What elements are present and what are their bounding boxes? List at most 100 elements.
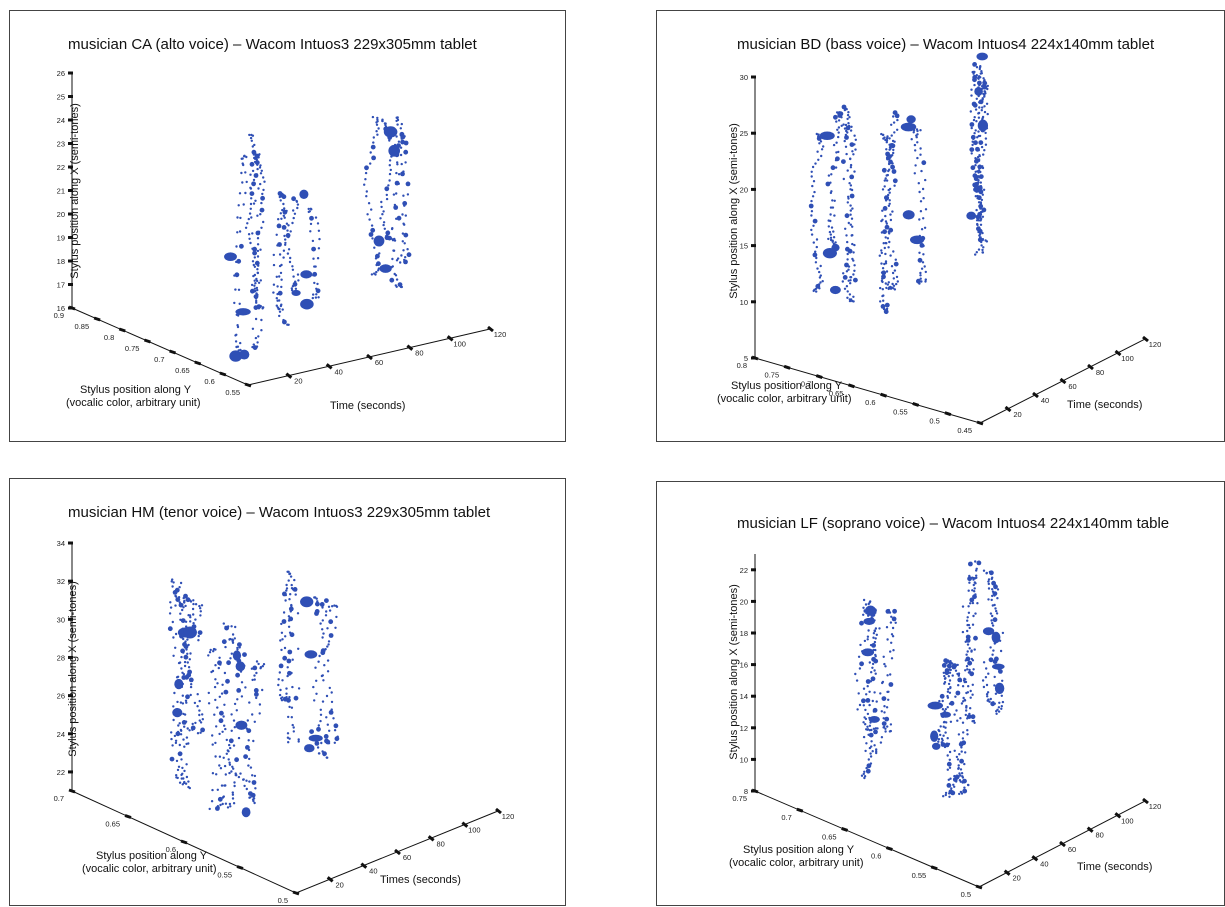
data-point [916,278,921,284]
y-tick-mark [180,839,188,845]
data-point [840,124,843,128]
data-point [254,317,258,321]
data-point [253,279,256,282]
data-point [920,169,923,173]
data-point [975,567,978,570]
data-point [814,261,818,264]
data-point [833,114,838,120]
data-point [212,647,216,651]
x-axis-label: Time (seconds) [1067,399,1142,411]
data-point [214,698,217,702]
y-tick-label: 0.6 [865,398,875,407]
data-point [373,246,376,249]
data-point [262,306,265,309]
data-point [810,228,813,232]
data-point [835,156,840,162]
data-point [914,149,917,152]
data-point [969,110,972,113]
data-point [858,667,862,670]
data-point [259,248,262,251]
data-point [987,698,990,701]
data-point [981,231,984,235]
data-point [187,785,190,789]
data-point [968,581,971,584]
data-point [282,249,286,252]
data-point-cluster [863,617,875,625]
data-point [392,249,395,252]
data-point [171,744,174,747]
data-point [183,745,186,748]
data-point [945,743,949,747]
data-point [223,703,226,706]
data-point [884,727,887,730]
data-point [870,671,873,674]
data-point [833,199,836,202]
data-point-cluster [304,744,315,753]
data-point [988,657,994,663]
data-point [296,612,300,615]
data-point [252,202,256,205]
data-point [260,201,263,205]
data-point-cluster [992,663,1005,670]
z-tick-label: 23 [57,140,65,149]
data-point [992,617,998,623]
chart-title: musician CA (alto voice) – Wacom Intuos3… [68,36,478,53]
data-point [167,626,173,632]
data-point [183,654,189,660]
y-tick-label: 0.7 [801,380,811,389]
y-tick-label: 0.55 [912,871,927,880]
data-point [402,249,405,252]
data-point [289,256,292,260]
data-point [992,591,998,596]
data-point [236,216,239,219]
z-tick-label: 10 [740,298,748,307]
data-point [984,676,988,679]
y-tick-mark [244,382,252,388]
data-point [829,181,832,184]
data-point [939,733,942,737]
data-point [207,702,211,705]
data-point [944,731,947,734]
data-point [959,768,963,771]
data-point [889,147,892,150]
data-point [884,177,887,180]
y-axis-label: Stylus position along Y [80,384,192,396]
data-point [279,304,283,308]
data-point [400,122,403,126]
data-point [987,582,990,586]
x-tick-mark [1142,335,1149,343]
data-point [833,214,836,217]
y-tick-label: 0.8 [737,361,747,370]
data-point-cluster [232,650,242,661]
data-point [880,262,883,265]
data-point [889,673,892,676]
data-point [279,639,282,642]
data-point [217,666,220,670]
data-point [987,578,991,581]
data-point [289,632,295,638]
data-point [974,582,977,585]
data-point-cluster [300,270,313,279]
data-point [259,172,263,175]
z-tick-label: 24 [57,730,65,739]
y-tick-mark [944,411,952,417]
data-point [177,724,180,727]
data-point [947,742,951,746]
data-point [966,691,970,694]
data-point [245,779,248,782]
data-point [235,672,241,678]
data-point [182,651,185,654]
data-point [953,713,956,716]
data-point [286,666,289,669]
data-point [872,707,878,713]
data-point [280,278,283,281]
data-point [917,257,923,263]
data-point [259,666,263,669]
data-point [404,256,407,259]
data-point [174,587,180,593]
data-point [381,118,384,121]
data-point [237,288,241,291]
data-point [171,585,174,588]
data-point [891,169,897,174]
data-point [178,661,182,664]
